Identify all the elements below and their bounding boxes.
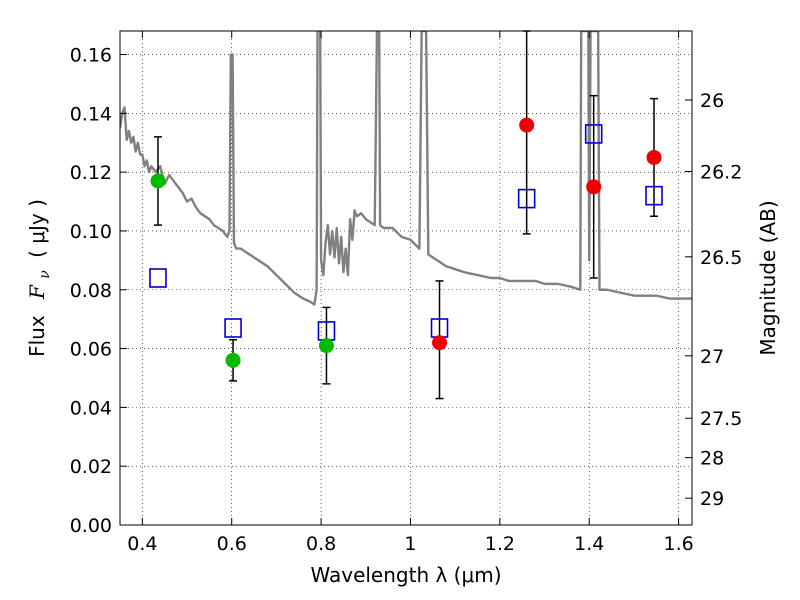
- y-tick-label: 0.02: [70, 456, 112, 478]
- y-tick-label: 0.10: [70, 221, 112, 243]
- y-axis-label-symbol: F: [25, 284, 49, 300]
- x-axis-label: Wavelength λ (μm): [310, 563, 501, 587]
- tick-layer: 0.4 0.6 0.8 1 1.2 1.4 1.6 0.00 0.02 0.04 0.06 0.08 0…: [70, 31, 742, 555]
- y2-tick-label: 26: [700, 90, 724, 112]
- model-photometry-square: [149, 268, 167, 288]
- x-tick-label: 1.4: [574, 533, 604, 555]
- y-tick-label: 0.06: [70, 339, 112, 361]
- y-axis-label-word: Flux: [25, 315, 49, 357]
- x-tick-label: 0.4: [127, 533, 157, 555]
- x-tick-label: 0.6: [217, 533, 247, 555]
- red-data-point: [586, 179, 602, 195]
- marker-layer: [149, 117, 663, 368]
- y-tick-label: 0.12: [70, 162, 112, 184]
- y-axis-label-units: ( μJy ): [25, 199, 49, 258]
- y2-tick-label: 28: [700, 448, 724, 470]
- x-tick-label: 0.8: [306, 533, 336, 555]
- red-data-point: [432, 335, 448, 351]
- model-photometry-square: [517, 188, 536, 209]
- x-tick-label: 1.6: [663, 533, 693, 555]
- y2-tick-label: 26.2: [700, 161, 742, 183]
- x-tick-label: 1.2: [485, 533, 515, 555]
- x-tick-label: 1: [404, 533, 416, 555]
- plot-frame: [119, 30, 693, 526]
- y-tick-label: 0.14: [70, 103, 112, 125]
- grid: [120, 31, 692, 526]
- y-axis-label: Flux F ν ( μJy ): [25, 199, 54, 357]
- model-photometry-square: [584, 124, 603, 144]
- svg-text:Flux F ν ( μ: Flux F ν ( μJy ): [25, 199, 54, 357]
- y2-tick-label: 29: [700, 488, 724, 510]
- model-sed-line: [120, 31, 692, 306]
- red-data-point: [519, 117, 535, 133]
- y2-tick-label: 27: [700, 346, 724, 368]
- y-tick-label: 0.08: [70, 280, 112, 302]
- y-axis-label-subscript: ν: [37, 270, 53, 279]
- y-tick-label: 0.00: [70, 515, 112, 537]
- y2-tick-label: 27.5: [700, 408, 742, 430]
- green-data-point: [318, 338, 334, 354]
- y2-tick-label: 26.5: [700, 247, 742, 269]
- model-photometry-square: [224, 318, 242, 338]
- green-data-point: [150, 173, 166, 189]
- model-sed-layer: [120, 31, 692, 306]
- green-data-point: [225, 352, 241, 368]
- model-photometry-square: [645, 185, 663, 206]
- y2-axis-label: Magnitude (AB): [756, 200, 780, 355]
- y-tick-label: 0.04: [70, 397, 112, 419]
- y-tick-label: 0.16: [70, 45, 112, 67]
- red-data-point: [646, 149, 662, 165]
